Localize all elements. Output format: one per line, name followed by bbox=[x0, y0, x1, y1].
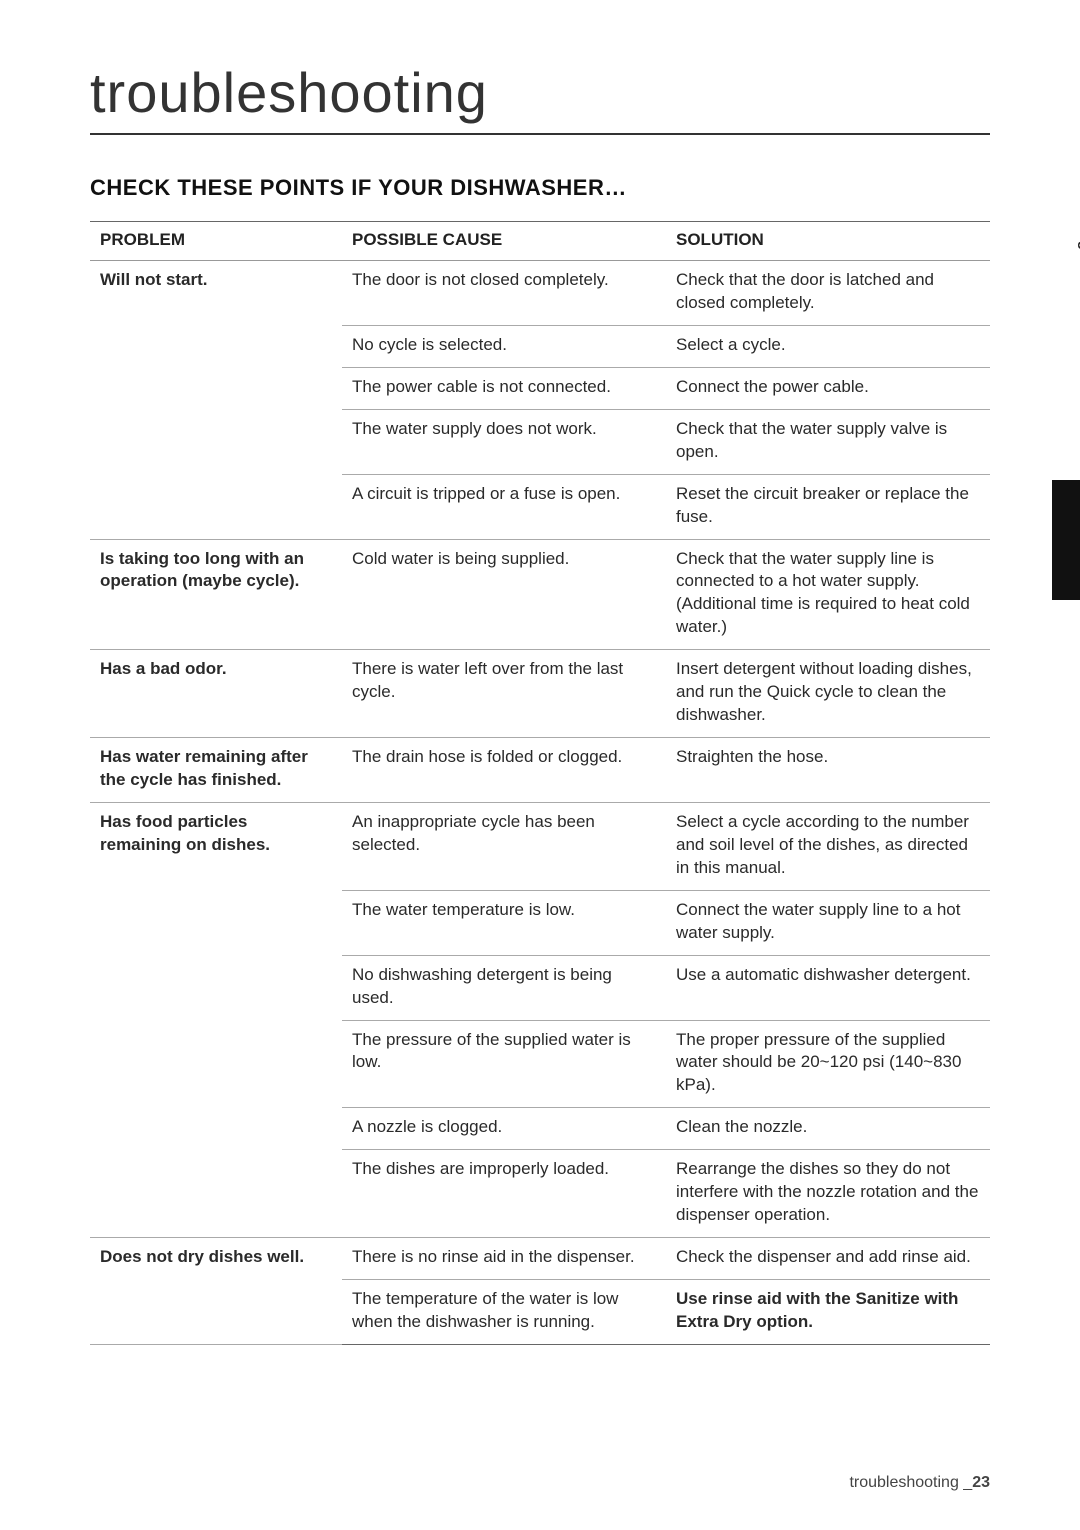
table-row: Does not dry dishes well.There is no rin… bbox=[90, 1238, 990, 1280]
cell-solution: Select a cycle. bbox=[666, 325, 990, 367]
cell-solution: The proper pressure of the supplied wate… bbox=[666, 1020, 990, 1108]
cell-cause: The dishes are improperly loaded. bbox=[342, 1150, 666, 1238]
cell-solution: Check that the door is latched and close… bbox=[666, 261, 990, 326]
cell-solution: Check the dispenser and add rinse aid. bbox=[666, 1238, 990, 1280]
page: troubleshooting CHECK THESE POINTS IF YO… bbox=[0, 0, 1080, 1530]
col-problem: Problem bbox=[90, 222, 342, 261]
cell-cause: The door is not closed completely. bbox=[342, 261, 666, 326]
cell-problem: Does not dry dishes well. bbox=[90, 1238, 342, 1345]
footer: troubleshooting _23 bbox=[849, 1474, 990, 1492]
cell-cause: The power cable is not connected. bbox=[342, 367, 666, 409]
table-row: Has water remaining after the cycle has … bbox=[90, 738, 990, 803]
table-header-row: Problem Possible Cause Solution bbox=[90, 222, 990, 261]
cell-problem: Has water remaining after the cycle has … bbox=[90, 738, 342, 803]
cell-problem: Has a bad odor. bbox=[90, 650, 342, 738]
cell-cause: The temperature of the water is low when… bbox=[342, 1280, 666, 1345]
cell-cause: The water supply does not work. bbox=[342, 409, 666, 474]
cell-solution: Check that the water supply valve is ope… bbox=[666, 409, 990, 474]
cell-solution: Rearrange the dishes so they do not inte… bbox=[666, 1150, 990, 1238]
section-heading: CHECK THESE POINTS IF YOUR DISHWASHER… bbox=[90, 175, 990, 201]
cell-solution: Clean the nozzle. bbox=[666, 1108, 990, 1150]
cell-solution: Check that the water supply line is conn… bbox=[666, 539, 990, 650]
page-title: troubleshooting bbox=[90, 60, 990, 135]
footer-page: 23 bbox=[972, 1474, 990, 1491]
cell-cause: No cycle is selected. bbox=[342, 325, 666, 367]
cell-solution: Straighten the hose. bbox=[666, 738, 990, 803]
cell-cause: An inappropriate cycle has been selected… bbox=[342, 802, 666, 890]
cell-solution: Use a automatic dishwasher detergent. bbox=[666, 955, 990, 1020]
cell-cause: There is water left over from the last c… bbox=[342, 650, 666, 738]
cell-cause: Cold water is being supplied. bbox=[342, 539, 666, 650]
table-row: Has a bad odor.There is water left over … bbox=[90, 650, 990, 738]
cell-solution: Select a cycle according to the number a… bbox=[666, 802, 990, 890]
table-row: Will not start.The door is not closed co… bbox=[90, 261, 990, 326]
cell-solution: Use rinse aid with the Sanitize with Ext… bbox=[666, 1280, 990, 1345]
cell-problem: Will not start. bbox=[90, 261, 342, 540]
cell-solution: Connect the power cable. bbox=[666, 367, 990, 409]
cell-cause: The water temperature is low. bbox=[342, 890, 666, 955]
cell-cause: The pressure of the supplied water is lo… bbox=[342, 1020, 666, 1108]
cell-cause: A nozzle is clogged. bbox=[342, 1108, 666, 1150]
side-marker bbox=[1052, 480, 1080, 600]
table-row: Is taking too long with an operation (ma… bbox=[90, 539, 990, 650]
col-solution: Solution bbox=[666, 222, 990, 261]
cell-solution: Connect the water supply line to a hot w… bbox=[666, 890, 990, 955]
cell-solution: Reset the circuit breaker or replace the… bbox=[666, 474, 990, 539]
cell-cause: No dishwashing detergent is being used. bbox=[342, 955, 666, 1020]
cell-cause: The drain hose is folded or clogged. bbox=[342, 738, 666, 803]
troubleshooting-table: Problem Possible Cause Solution Will not… bbox=[90, 221, 990, 1345]
cell-cause: There is no rinse aid in the dispenser. bbox=[342, 1238, 666, 1280]
cell-problem: Has food particles remaining on dishes. bbox=[90, 802, 342, 1237]
cell-cause: A circuit is tripped or a fuse is open. bbox=[342, 474, 666, 539]
table-row: Has food particles remaining on dishes.A… bbox=[90, 802, 990, 890]
footer-text: troubleshooting _ bbox=[849, 1474, 972, 1491]
cell-solution: Insert detergent without loading dishes,… bbox=[666, 650, 990, 738]
col-cause: Possible Cause bbox=[342, 222, 666, 261]
cell-problem: Is taking too long with an operation (ma… bbox=[90, 539, 342, 650]
